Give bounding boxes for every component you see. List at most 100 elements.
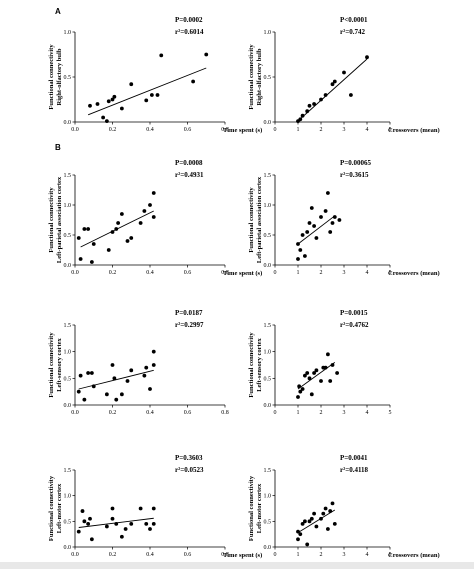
- r-squared-label: r²=0.4118: [340, 466, 369, 474]
- data-point: [319, 516, 323, 521]
- data-point: [89, 371, 94, 375]
- x-axis-label: Crossovers (mean): [388, 552, 440, 559]
- y-tick-label: 0.0: [64, 403, 72, 409]
- regression-line: [297, 361, 336, 390]
- scatter-plot-7: 0.0 0.5 1.0 1.5 0.0 0.2 0.4 0.6 0.8 P=0.3603 r²=0.…: [48, 454, 262, 559]
- regression-line: [87, 67, 207, 116]
- data-point: [116, 221, 121, 225]
- data-point: [321, 511, 326, 516]
- x-tick-label: 0.6: [184, 127, 192, 133]
- data-point: [106, 99, 111, 104]
- data-point: [303, 519, 307, 524]
- data-point: [332, 215, 337, 219]
- x-tick-label: 2: [320, 270, 323, 276]
- x-tick-label: 0.6: [184, 410, 192, 416]
- data-point: [305, 371, 310, 375]
- x-tick-label: 0.2: [109, 552, 117, 558]
- data-point: [101, 115, 106, 120]
- x-tick-label: 1: [297, 410, 300, 416]
- x-tick-label: 3: [343, 270, 346, 276]
- data-point: [312, 102, 316, 106]
- data-point: [365, 55, 369, 60]
- data-point: [303, 373, 307, 378]
- data-point: [312, 224, 316, 228]
- data-point: [89, 537, 94, 542]
- x-axis-label: Time spent (s): [223, 552, 262, 559]
- data-point: [296, 529, 300, 534]
- y-tick-label: 0.0: [64, 263, 72, 269]
- x-tick-label: 0.8: [221, 127, 229, 133]
- y-tick-label: 1.5: [64, 173, 72, 179]
- r-squared-label: r²=0.6014: [175, 28, 204, 36]
- data-point: [76, 389, 81, 394]
- x-tick-label: 5: [389, 552, 392, 558]
- data-point: [314, 368, 319, 373]
- x-tick-label: 0.2: [109, 410, 117, 416]
- data-point: [305, 542, 310, 547]
- data-point: [151, 191, 156, 195]
- y-axis-label-line: Functional connectivity: [48, 187, 55, 253]
- y-axis-label-line: Left-motor cortex: [56, 483, 63, 533]
- y-tick-label: 1.5: [264, 323, 272, 329]
- data-point: [80, 509, 85, 513]
- y-tick-label: 1.5: [64, 323, 72, 329]
- data-point: [298, 532, 303, 537]
- scatter-plot-2: 0.0 0.5 1.0 0 1 2 3 4 5 P<0.0001 r²=0.742 Functiona…: [248, 16, 440, 134]
- data-point: [125, 379, 130, 383]
- data-point: [142, 373, 147, 378]
- data-point: [332, 79, 337, 84]
- x-tick-label: 0.4: [146, 552, 154, 558]
- scatter-plot-1: 0.0 0.5 1.0 0.0 0.2 0.4 0.6 0.8 P=0.0002 r²=0.601…: [48, 16, 262, 134]
- x-tick-label: 0: [274, 127, 277, 133]
- y-tick-label: 1.0: [64, 203, 72, 209]
- data-point: [314, 236, 319, 240]
- r-squared-label: r²=0.3615: [340, 171, 369, 179]
- x-tick-label: 0: [274, 552, 277, 558]
- data-point: [129, 82, 134, 87]
- data-point: [326, 527, 330, 531]
- x-tick-label: 5: [389, 127, 392, 133]
- data-point: [114, 522, 119, 526]
- x-axis-label: Crossovers (mean): [388, 270, 440, 277]
- scatter-plot-5: 0.0 0.5 1.0 1.5 0.0 0.2 0.4 0.6 0.8 P=0.0187 r²=0.…: [48, 309, 229, 416]
- data-point: [312, 511, 316, 516]
- scatter-plot-3: 0.0 0.5 1.0 1.5 0.0 0.2 0.4 0.6 0.8 P=0.0008 r²=0.…: [48, 159, 262, 277]
- y-axis-label-line: Left-motor cortex: [256, 483, 263, 533]
- data-point: [110, 363, 115, 367]
- data-point: [88, 516, 92, 521]
- y-axis-label-line: Right-olfactory bulb: [56, 48, 63, 105]
- x-tick-label: 1: [297, 270, 300, 276]
- scatter-plot-4: 0.0 0.5 1.0 1.5 0 1 2 3 4 5 P=0.00065 r²=0.3615 Func…: [248, 159, 440, 277]
- x-tick-label: 0.6: [184, 552, 192, 558]
- data-point: [82, 397, 87, 402]
- data-point: [110, 230, 115, 234]
- data-point: [76, 236, 81, 240]
- x-tick-label: 2: [320, 127, 323, 133]
- data-point: [119, 106, 124, 111]
- y-axis-label: Functional connectivityRight-olfactory b…: [248, 44, 263, 110]
- data-point: [307, 376, 312, 381]
- y-tick-label: 0.5: [264, 75, 272, 81]
- y-axis-label-line: Functional connectivity: [48, 44, 55, 110]
- data-point: [125, 239, 130, 243]
- data-point: [155, 93, 160, 97]
- data-point: [332, 522, 337, 526]
- x-tick-label: 5: [389, 410, 392, 416]
- data-point: [328, 379, 333, 383]
- data-point: [300, 233, 305, 237]
- data-point: [323, 93, 328, 97]
- regression-line: [297, 509, 336, 534]
- y-tick-label: 1.5: [264, 468, 272, 474]
- data-point: [307, 519, 312, 524]
- data-point: [330, 363, 335, 367]
- data-point: [114, 227, 119, 231]
- data-point: [138, 221, 143, 225]
- y-axis-label-line: Left-sensory cortex: [256, 337, 263, 391]
- data-point: [129, 236, 134, 240]
- y-tick-label: 0.0: [264, 263, 272, 269]
- x-tick-label: 0.8: [221, 410, 229, 416]
- data-point: [328, 509, 333, 513]
- data-point: [296, 257, 300, 261]
- data-point: [144, 522, 149, 526]
- data-point: [151, 522, 156, 526]
